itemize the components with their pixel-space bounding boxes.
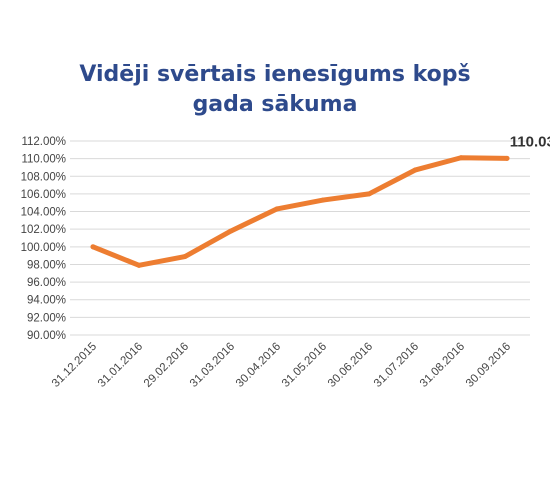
- data-point: [136, 262, 142, 268]
- x-tick-label: 31.07.2016: [372, 341, 421, 390]
- y-tick-label: 104.00%: [21, 207, 66, 219]
- y-tick-label: 92.00%: [27, 312, 66, 324]
- data-point: [228, 228, 234, 234]
- y-tick-label: 98.00%: [27, 259, 66, 271]
- x-tick-label: 31.05.2016: [280, 341, 329, 390]
- x-tick-label: 29.02.2016: [142, 341, 191, 390]
- x-tick-label: 31.12.2015: [50, 341, 99, 390]
- data-point: [90, 244, 96, 250]
- data-point: [458, 155, 464, 161]
- y-tick-label: 112.00%: [21, 136, 66, 148]
- data-point: [182, 254, 188, 260]
- chart-title-line-2: gada sākuma: [192, 92, 358, 117]
- y-tick-label: 102.00%: [21, 224, 66, 236]
- chart-title-line-1: Vidēji svērtais ienesīgums kopš: [79, 62, 471, 87]
- data-point: [366, 191, 372, 197]
- y-tick-label: 94.00%: [27, 295, 66, 307]
- x-tick-label: 31.03.2016: [188, 341, 237, 390]
- y-tick-label: 110.00%: [21, 154, 66, 166]
- x-tick-label: 30.04.2016: [234, 341, 283, 390]
- chart-title: Vidēji svērtais ienesīgums kopš gada sāk…: [0, 60, 550, 120]
- data-point: [320, 197, 326, 203]
- x-tick-label: 31.01.2016: [96, 341, 145, 390]
- y-tick-label: 90.00%: [27, 330, 66, 342]
- y-tick-label: 108.00%: [21, 171, 66, 183]
- x-tick-label: 30.09.2016: [464, 341, 513, 390]
- y-tick-label: 96.00%: [27, 277, 66, 289]
- data-point: [504, 155, 510, 161]
- data-point: [412, 167, 418, 173]
- y-tick-label: 100.00%: [21, 242, 66, 254]
- x-tick-label: 31.08.2016: [418, 341, 467, 390]
- data-point: [274, 206, 280, 212]
- data-label: 110.03%: [510, 133, 550, 150]
- series-line: [90, 155, 510, 268]
- x-tick-label: 30.06.2016: [326, 341, 375, 390]
- y-tick-label: 106.00%: [21, 189, 66, 201]
